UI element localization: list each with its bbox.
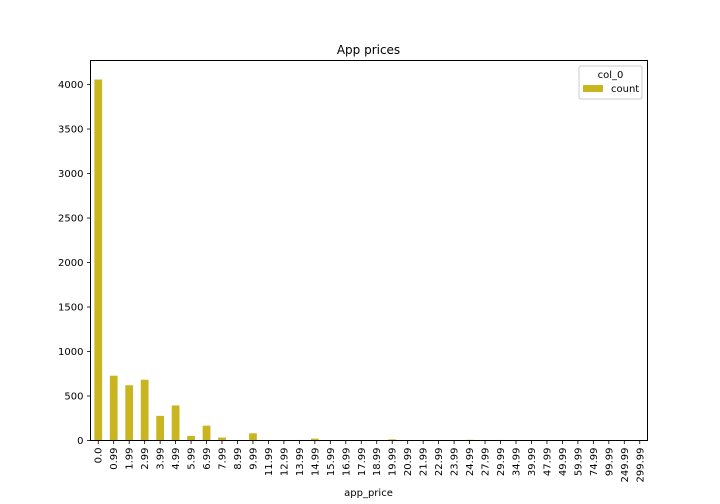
x-tick-label: 16.99 <box>341 448 352 477</box>
bar <box>156 415 164 441</box>
x-tick-label: 15.99 <box>326 448 337 477</box>
y-tick-label: 1500 <box>58 303 83 314</box>
x-tick-label: 49.99 <box>558 448 569 477</box>
bar <box>202 425 211 441</box>
plot-frame <box>90 60 648 441</box>
bar <box>140 379 149 441</box>
bar <box>249 433 257 441</box>
x-tick-label: 3.99 <box>156 448 167 470</box>
x-tick-label: 39.99 <box>527 448 538 477</box>
x-tick-label: 17.99 <box>357 448 368 477</box>
x-tick-label: 24.99 <box>465 448 476 477</box>
legend-title: col_0 <box>598 70 624 81</box>
x-tick-label: 99.99 <box>604 448 615 477</box>
bar <box>125 385 134 441</box>
x-tick-label: 5.99 <box>187 448 198 470</box>
x-axis-label: app_price <box>344 488 393 499</box>
x-tick-label: 20.99 <box>403 448 414 477</box>
x-tick-label: 299.99 <box>635 448 646 483</box>
x-tick-label: 18.99 <box>372 448 383 477</box>
x-tick-label: 2.99 <box>140 448 151 470</box>
x-tick-label: 11.99 <box>264 448 275 477</box>
x-tick-label: 21.99 <box>419 448 430 477</box>
bar <box>109 375 118 441</box>
bar <box>171 405 180 441</box>
x-tick-label: 249.99 <box>620 448 631 483</box>
legend: col_0 count <box>578 65 643 100</box>
x-tick-label: 29.99 <box>496 448 507 477</box>
bar <box>310 438 319 441</box>
x-axis-ticks: 0.0 0.99 1.99 2.99 3.99 4.99 5.99 6.99 7.99 8.99 9… <box>94 440 646 483</box>
y-tick-label: 500 <box>64 392 83 403</box>
x-tick-label: 19.99 <box>388 448 399 477</box>
x-tick-label: 59.99 <box>573 448 584 477</box>
x-tick-label: 27.99 <box>481 448 492 477</box>
y-axis-ticks: 0 500 1000 1500 2000 2500 3000 3500 4000 <box>58 80 91 447</box>
y-tick-label: 3000 <box>58 169 83 180</box>
x-tick-label: 74.99 <box>589 448 600 477</box>
x-tick-label: 4.99 <box>171 448 182 470</box>
legend-entry-label: count <box>611 84 639 95</box>
y-tick-label: 0 <box>77 436 83 447</box>
bar <box>187 435 195 441</box>
x-tick-label: 47.99 <box>542 448 553 477</box>
x-tick-label: 0.99 <box>109 448 120 470</box>
x-tick-label: 1.99 <box>125 448 136 470</box>
x-tick-label: 23.99 <box>450 448 461 477</box>
x-tick-label: 22.99 <box>434 448 445 477</box>
x-tick-label: 9.99 <box>248 448 259 470</box>
x-tick-label: 7.99 <box>218 448 229 470</box>
x-tick-label: 14.99 <box>310 448 321 477</box>
x-tick-label: 12.99 <box>279 448 290 477</box>
bars-group <box>94 79 644 441</box>
y-tick-label: 3500 <box>58 125 83 136</box>
x-tick-label: 13.99 <box>295 448 306 477</box>
bar <box>218 437 226 441</box>
x-tick-label: 34.99 <box>511 448 522 477</box>
x-tick-label: 8.99 <box>233 448 244 470</box>
y-tick-label: 2000 <box>58 258 83 269</box>
x-tick-label: 0.0 <box>94 448 105 464</box>
bar <box>388 439 397 441</box>
bar <box>94 79 103 441</box>
legend-swatch <box>583 85 603 92</box>
chart-title: App prices <box>337 43 400 57</box>
x-tick-label: 6.99 <box>202 448 213 470</box>
y-tick-label: 2500 <box>58 214 83 225</box>
y-tick-label: 4000 <box>58 80 83 91</box>
y-tick-label: 1000 <box>58 347 83 358</box>
